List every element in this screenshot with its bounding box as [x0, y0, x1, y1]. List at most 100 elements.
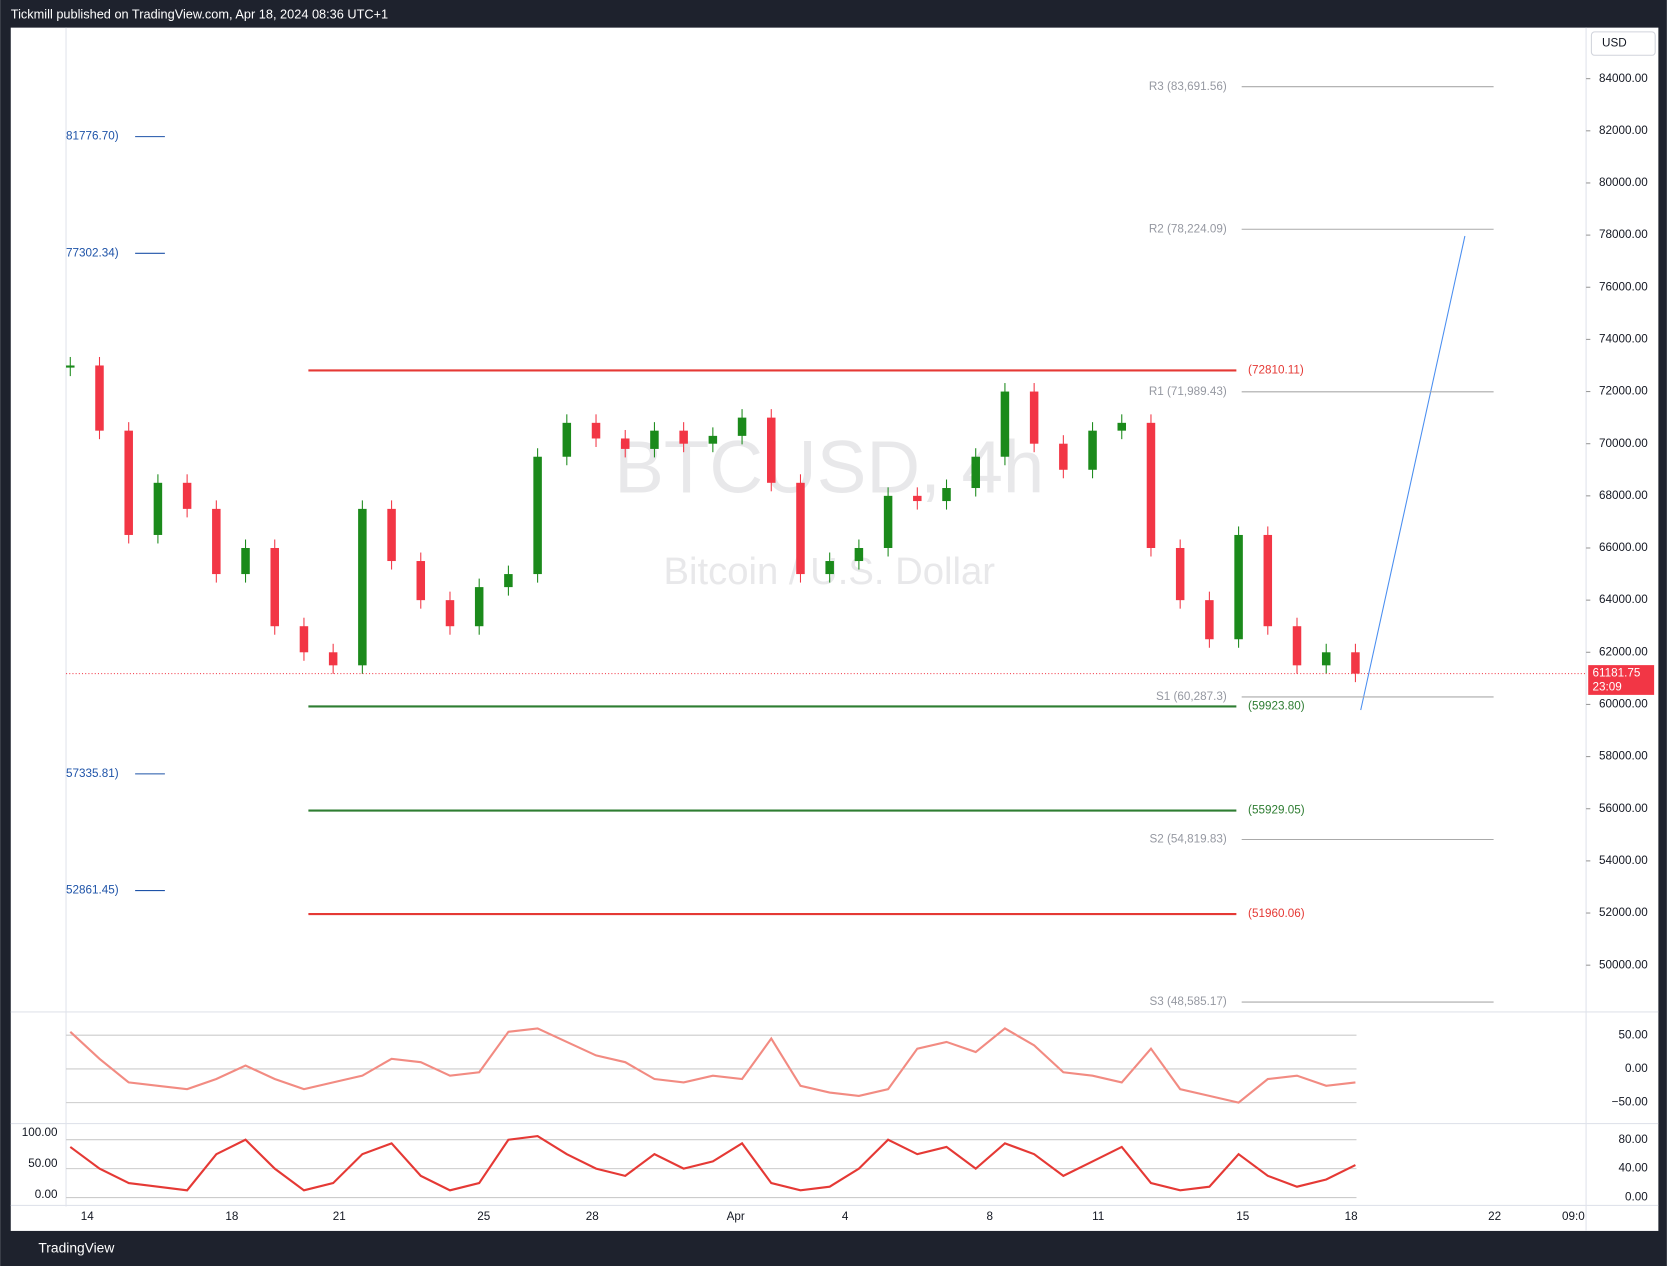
- y-tick-label: 50000.00: [1599, 958, 1648, 971]
- candle: [1321, 652, 1331, 666]
- left-level-label: 52861.45): [66, 884, 119, 897]
- level-label: (59923.80): [1248, 700, 1305, 713]
- panel: [10, 27, 1659, 1231]
- pivot-label: S3 (48,585.17): [1149, 995, 1226, 1008]
- y-tick-label: 0.00: [1625, 1062, 1648, 1075]
- level-label: (51960.06): [1248, 907, 1305, 920]
- candle: [737, 417, 747, 436]
- candle: [883, 495, 893, 548]
- candle: [562, 422, 572, 457]
- left-level-label: 77302.34): [66, 246, 119, 259]
- header: Tickmill published on TradingView.com, A…: [11, 6, 388, 21]
- candle: [1175, 547, 1185, 601]
- candle: [767, 417, 776, 483]
- candle: [241, 547, 250, 575]
- y-tick-label: 0.00: [1625, 1191, 1648, 1204]
- candle: [1029, 391, 1039, 444]
- candle: [942, 488, 951, 502]
- y-tick-label: 78000.00: [1599, 228, 1648, 241]
- y-tick-label: 80000.00: [1599, 176, 1648, 189]
- left-tick-label: 100.00: [22, 1126, 58, 1139]
- x-tick-label: 18: [1345, 1210, 1358, 1223]
- candle: [182, 482, 192, 509]
- candle: [1088, 430, 1097, 470]
- candle: [854, 547, 864, 562]
- candle: [1263, 534, 1273, 627]
- osc-line: [69, 1027, 1356, 1104]
- pivot-label: R3 (83,691.56): [1149, 80, 1227, 93]
- y-tick-label: 76000.00: [1599, 280, 1648, 293]
- y-tick-label: 58000.00: [1599, 750, 1648, 763]
- candle: [620, 438, 630, 449]
- x-tick-label: 22: [1488, 1210, 1501, 1223]
- y-tick-label: 54000.00: [1599, 854, 1648, 867]
- candle: [1292, 626, 1302, 666]
- candle: [533, 456, 542, 575]
- candle: [796, 482, 805, 575]
- x-tick-label: Apr: [727, 1210, 745, 1223]
- y-tick-label: 82000.00: [1599, 124, 1648, 137]
- pivot-label: R1 (71,989.43): [1149, 385, 1227, 398]
- x-tick-label: 14: [81, 1210, 95, 1223]
- pivot-label: S2 (54,819.83): [1149, 833, 1226, 846]
- y-tick-label: 64000.00: [1599, 593, 1648, 606]
- footer: TradingView: [38, 1240, 114, 1256]
- candle: [445, 600, 455, 627]
- candle: [95, 365, 104, 431]
- x-tick-label: 4: [842, 1210, 849, 1223]
- candle: [1000, 391, 1010, 457]
- y-tick-label: 68000.00: [1599, 489, 1648, 502]
- x-tick-label: 18: [225, 1210, 238, 1223]
- x-tick-label: 8: [986, 1210, 993, 1223]
- candle: [1205, 600, 1214, 640]
- last-price: 61181.75: [1592, 667, 1640, 680]
- candle: [1146, 422, 1156, 548]
- candle: [591, 422, 601, 439]
- candle: [212, 508, 221, 575]
- x-tick-label: 28: [586, 1210, 599, 1223]
- last-price-box: [1588, 665, 1655, 695]
- pivot-label: S1 (60,287.3): [1156, 690, 1227, 703]
- left-level-label: 57335.81): [66, 767, 119, 780]
- projection-arrow: [1360, 235, 1466, 711]
- currency-box[interactable]: [1590, 31, 1656, 56]
- candle: [1117, 422, 1127, 431]
- candle: [270, 547, 279, 627]
- candle: [153, 482, 163, 535]
- candle: [1351, 652, 1360, 674]
- candle: [679, 430, 688, 444]
- y-tick-label: 56000.00: [1599, 802, 1648, 815]
- candle: [474, 587, 484, 627]
- y-tick-label: 60000.00: [1599, 698, 1648, 711]
- candle: [825, 561, 834, 575]
- y-tick-label: −50.00: [1612, 1096, 1649, 1109]
- currency[interactable]: USD: [1602, 37, 1627, 50]
- x-tick-label: 11: [1092, 1210, 1104, 1223]
- y-tick-label: 40.00: [1618, 1162, 1648, 1175]
- candle: [913, 495, 922, 502]
- stoch-line: [69, 1135, 1356, 1192]
- x-tick-label: 09:0: [1562, 1210, 1585, 1223]
- candle: [358, 508, 367, 666]
- y-tick-label: 84000.00: [1599, 72, 1648, 85]
- left-tick-label: 50.00: [28, 1157, 58, 1170]
- candle: [1059, 443, 1068, 470]
- level-label: (72810.11): [1248, 364, 1304, 377]
- y-tick-label: 62000.00: [1599, 645, 1648, 658]
- candle: [650, 430, 659, 449]
- y-tick-label: 70000.00: [1599, 437, 1648, 450]
- y-tick-label: 80.00: [1618, 1133, 1648, 1146]
- candle: [299, 626, 309, 653]
- left-tick-label: 0.00: [35, 1188, 58, 1201]
- candle: [1234, 534, 1243, 640]
- y-tick-label: 66000.00: [1599, 541, 1648, 554]
- candle: [387, 508, 396, 562]
- y-tick-label: 74000.00: [1599, 332, 1648, 345]
- candle: [66, 365, 75, 368]
- y-tick-label: 52000.00: [1599, 906, 1648, 919]
- y-tick-label: 72000.00: [1599, 385, 1648, 398]
- candle: [504, 574, 513, 588]
- left-level-label: 81776.70): [66, 130, 119, 143]
- candle: [708, 435, 718, 444]
